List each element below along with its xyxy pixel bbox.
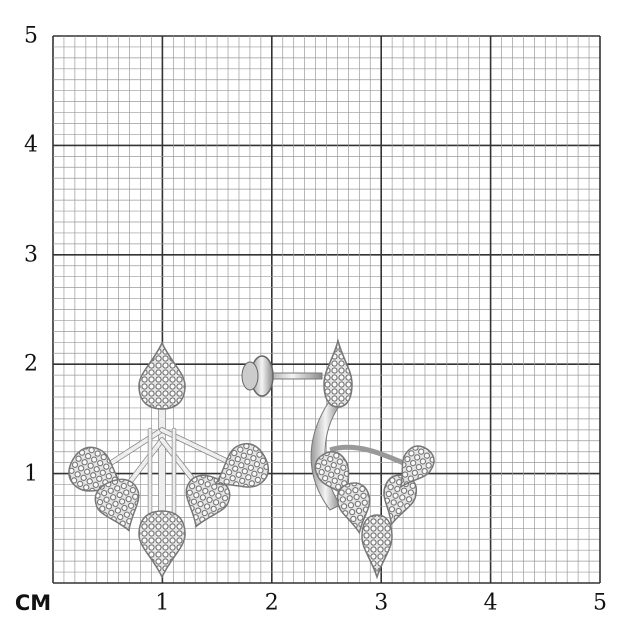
pave-drop [94,478,140,532]
pave-drop [399,445,435,489]
x-axis-label: 3 [374,590,389,616]
x-axis-label: 1 [155,590,170,616]
pave-drop [185,474,231,528]
earring-front-view [68,341,269,579]
pave-drop [214,442,269,488]
pave-drop [138,341,186,410]
pave-drop [314,451,350,500]
pave-drop [323,338,353,408]
x-axis-label: 5 [593,590,607,616]
y-axis-label: 3 [24,242,38,268]
pave-drop [336,482,371,535]
jacket-frame [310,399,341,511]
pave-drop [361,514,393,580]
earring-side-view [241,338,435,580]
x-axis-label: 4 [483,590,498,616]
y-axis-label: 1 [24,461,38,487]
y-axis-label: 2 [24,351,38,377]
y-axis-label: 5 [24,23,38,49]
pave-drop [138,510,186,579]
x-axis-label: 2 [264,590,279,616]
y-axis-label: 4 [24,132,38,158]
screw-back [241,361,259,391]
unit-label: CM [14,591,52,615]
pave-drop [68,446,125,492]
